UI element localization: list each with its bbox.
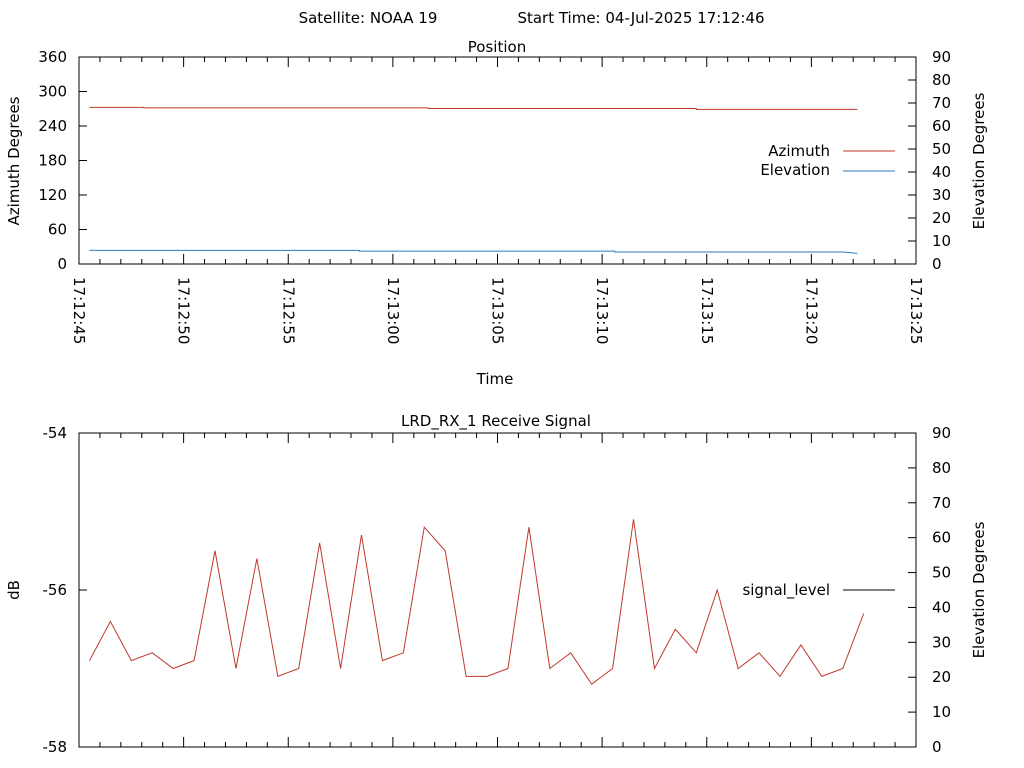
right-tick-label: 10 — [932, 232, 951, 250]
left-tick-label: 360 — [38, 48, 67, 66]
x-tick-label: 17:12:50 — [175, 277, 193, 344]
left-tick-label: -56 — [43, 581, 68, 599]
right-tick-label: 50 — [932, 140, 951, 158]
position-x-axis-label: Time — [476, 370, 514, 388]
right-tick-label: 60 — [932, 117, 951, 135]
position-chart: Position 0 60 120 180 240 300 360 0 10 20 30 40 50 6… — [5, 38, 988, 388]
signal-chart-title: LRD_RX_1 Receive Signal — [401, 412, 591, 431]
signal-chart: LRD_RX_1 Receive Signal -58 -56 -54 0 10 20 3… — [5, 412, 988, 756]
signal-left-tick-labels: -58 -56 -54 — [43, 424, 68, 756]
right-tick-label: 20 — [932, 209, 951, 227]
position-y2-axis-label: Elevation Degrees — [970, 92, 988, 229]
position-chart-title: Position — [468, 38, 526, 56]
right-tick-label: 10 — [932, 703, 951, 721]
satellite-label: Satellite: NOAA 19 — [299, 9, 438, 27]
right-tick-label: 80 — [932, 71, 951, 89]
right-tick-label: 40 — [932, 598, 951, 616]
left-tick-label: 120 — [38, 186, 67, 204]
x-tick-label: 17:13:00 — [384, 277, 402, 344]
left-tick-label: -58 — [43, 738, 68, 756]
right-tick-label: 60 — [932, 529, 951, 547]
right-tick-label: 80 — [932, 459, 951, 477]
elevation-series-line — [89, 249, 858, 254]
x-tick-label: 17:13:10 — [593, 277, 611, 344]
x-tick-label: 17:13:05 — [489, 277, 507, 344]
x-tick-label: 17:13:20 — [802, 277, 820, 344]
signal-y2-axis-label: Elevation Degrees — [970, 521, 988, 658]
position-left-tick-labels: 0 60 120 180 240 300 360 — [38, 48, 67, 273]
legend-azimuth-label: Azimuth — [768, 142, 830, 160]
left-tick-label: 300 — [38, 83, 67, 101]
right-tick-label: 30 — [932, 633, 951, 651]
position-axis-ticks — [78, 56, 917, 265]
right-tick-label: 90 — [932, 48, 951, 66]
legend-elevation-label: Elevation — [760, 161, 830, 179]
right-tick-label: 70 — [932, 494, 951, 512]
left-tick-label: 60 — [48, 221, 67, 239]
right-tick-label: 90 — [932, 424, 951, 442]
x-tick-label: 17:12:45 — [70, 277, 88, 344]
signal-right-tick-labels: 0 10 20 30 40 50 60 70 80 90 — [932, 424, 951, 756]
right-tick-label: 70 — [932, 94, 951, 112]
left-tick-label: 240 — [38, 117, 67, 135]
position-y-axis-label: Azimuth Degrees — [5, 96, 23, 225]
x-tick-label: 17:12:55 — [279, 277, 297, 344]
signal-y-axis-label: dB — [5, 580, 23, 600]
left-tick-label: 180 — [38, 152, 67, 170]
right-tick-label: 0 — [932, 738, 942, 756]
azimuth-series-line — [89, 106, 858, 110]
right-tick-label: 20 — [932, 668, 951, 686]
position-right-tick-labels: 0 10 20 30 40 50 60 70 80 90 — [932, 48, 951, 273]
right-tick-label: 0 — [932, 255, 942, 273]
left-tick-label: -54 — [43, 424, 68, 442]
right-tick-label: 30 — [932, 186, 951, 204]
start-time-label: Start Time: 04-Jul-2025 17:12:46 — [517, 9, 764, 27]
legend-signal-label: signal_level — [742, 581, 830, 600]
right-tick-label: 40 — [932, 163, 951, 181]
signal-axis-ticks — [78, 432, 917, 748]
signal-level-series-line — [89, 519, 865, 685]
right-tick-label: 50 — [932, 564, 951, 582]
left-tick-label: 0 — [57, 255, 67, 273]
x-tick-label: 17:13:25 — [907, 277, 925, 344]
x-tick-label: 17:13:15 — [698, 277, 716, 344]
position-time-tick-labels: 17:12:45 17:12:50 17:12:55 17:13:00 17:13:05… — [70, 277, 925, 344]
